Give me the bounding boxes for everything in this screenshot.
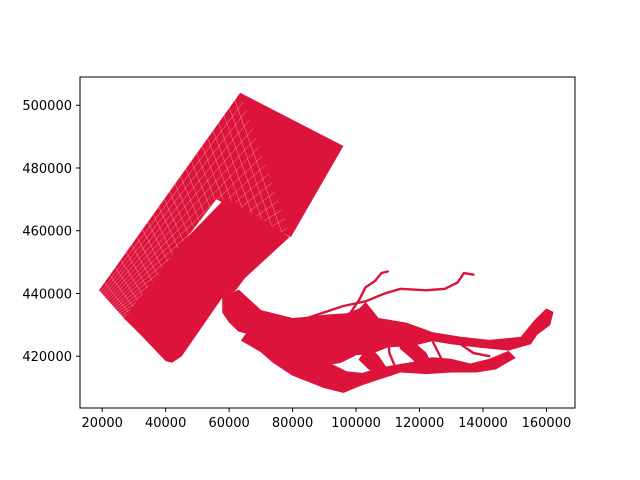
y-tick-label: 480000 — [22, 162, 72, 177]
river-branch — [456, 340, 491, 358]
river-branch — [431, 339, 462, 370]
grid-line — [100, 101, 244, 293]
x-tick-label: 140000 — [458, 416, 508, 431]
x-tick-label: 20000 — [82, 416, 123, 431]
y-tick-label: 460000 — [22, 225, 72, 240]
y-tick-label: 440000 — [22, 287, 72, 302]
y-tick-label: 500000 — [22, 99, 72, 114]
grid-line — [103, 119, 250, 296]
x-tick-label: 80000 — [272, 416, 313, 431]
grid-line — [111, 164, 266, 305]
grid-line — [110, 155, 263, 303]
x-tick-label: 120000 — [395, 416, 445, 431]
grid-line — [106, 137, 257, 300]
x-tick-label: 40000 — [145, 416, 186, 431]
river-branch — [386, 333, 396, 366]
grid-line — [102, 110, 247, 294]
x-axis: 20000 40000 60000 80000 100000 120000 140000 16… — [82, 408, 572, 431]
estuary-channel — [241, 330, 516, 393]
river-branch — [348, 270, 389, 316]
axes-frame — [79, 76, 576, 409]
x-tick-label: 100000 — [331, 416, 381, 431]
y-axis: 420000 440000 460000 480000 500000 — [22, 99, 80, 365]
x-tick-label: 60000 — [208, 416, 249, 431]
river-branch — [364, 306, 372, 352]
y-tick-label: 420000 — [22, 350, 72, 365]
estuary-channel — [358, 346, 392, 378]
estuary-channel — [396, 335, 433, 371]
grid-line — [105, 128, 254, 298]
inner-grid-block — [124, 197, 290, 363]
outer-grid-region — [99, 92, 344, 319]
river-branch — [304, 271, 475, 320]
x-tick-label: 160000 — [522, 416, 572, 431]
grid-line — [108, 146, 260, 302]
map-layer — [99, 92, 554, 393]
